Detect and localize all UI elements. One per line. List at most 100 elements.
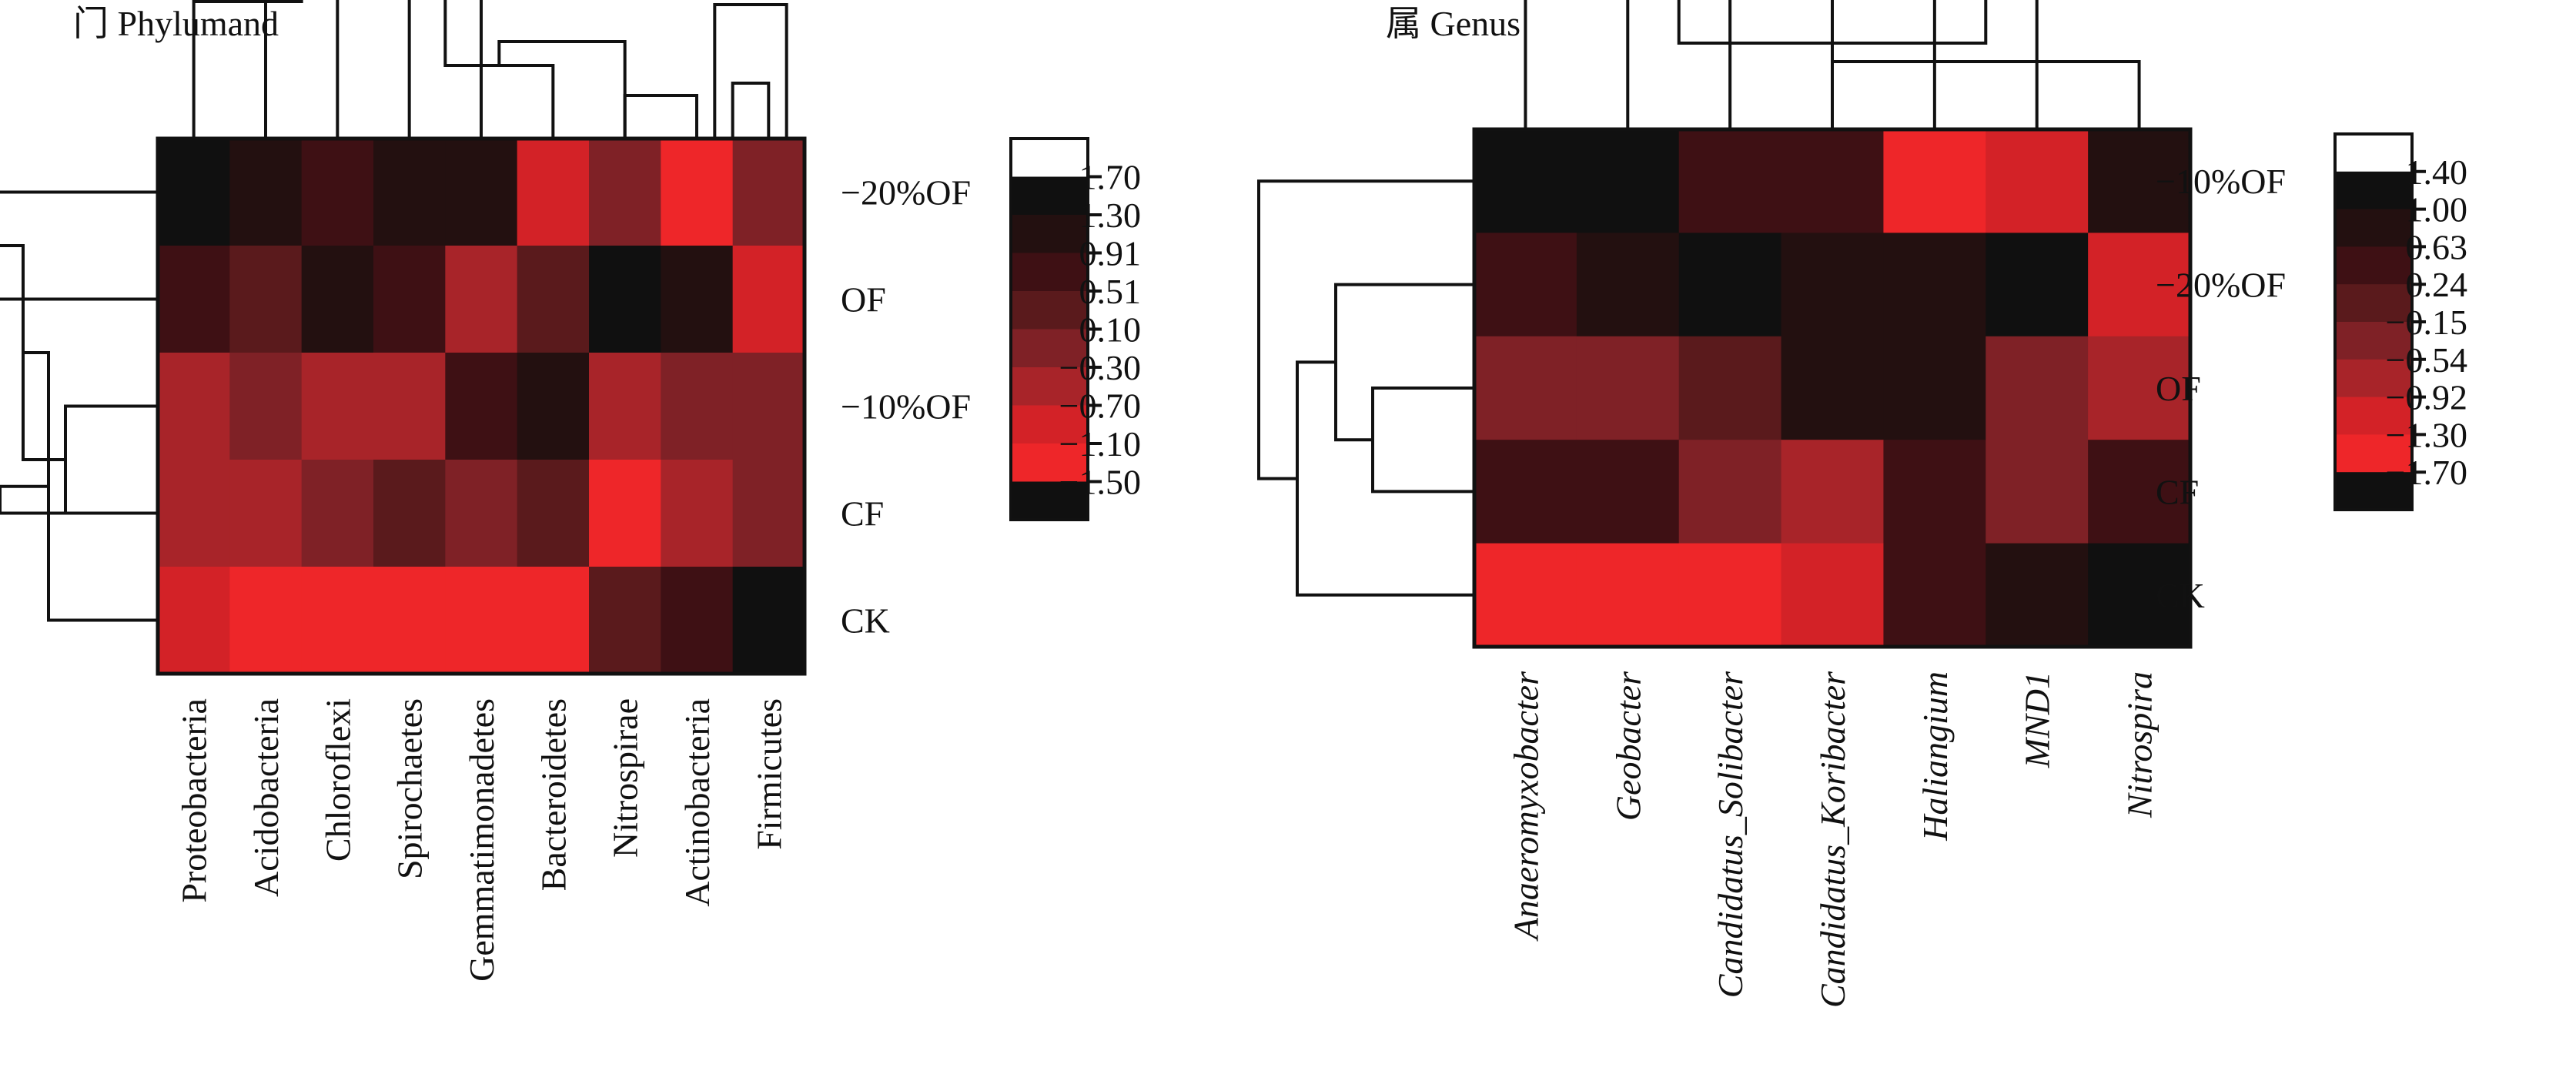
- dendrogram-link: [1932, 0, 2039, 129]
- column-label-nitrospirae: Nitrospirae: [606, 698, 645, 858]
- heatmap-cell-of-chloroflexi: [301, 246, 374, 353]
- row-dendrogram-genus: [1257, 179, 1474, 597]
- legend-swatch: [2335, 246, 2412, 285]
- heatmap-cell-cf-geobacter: [1576, 440, 1680, 544]
- column-label-bacteroidetes: Bacteroidetes: [534, 698, 573, 891]
- heatmap-cell-20-of-spirochaetes: [373, 139, 446, 246]
- legend-tick-label: 0.91: [1079, 234, 1142, 273]
- heatmap-cell-ck-chloroflexi: [301, 567, 374, 674]
- heatmap-cell-cf-firmicutes: [732, 460, 805, 567]
- heatmap-cell-10-of-bacteroidetes: [517, 353, 590, 460]
- legend-swatch: [2335, 397, 2412, 435]
- legend-tick-label: 1.00: [2406, 190, 2468, 229]
- dendrogram-link: [1831, 43, 2141, 129]
- heatmap-cell-20-of-anaeromyxobacter: [1474, 233, 1577, 337]
- legend-tick-label: −0.30: [1059, 348, 1141, 387]
- heatmap-cell-cf-candidatus-koribacter: [1781, 440, 1884, 544]
- heatmap-cell-20-of-gemmatimonadetes: [445, 139, 518, 246]
- heatmap-cell-cf-chloroflexi: [301, 460, 374, 567]
- column-label-nitrospira: Nitrospira: [2120, 671, 2159, 818]
- dendrogram-link: [1371, 387, 1474, 494]
- heatmap-cell-20-of-proteobacteria: [158, 139, 230, 246]
- column-label-gemmatimonadetes: Gemmatimonadetes: [462, 698, 501, 982]
- heatmap-cell-cf-mnd1: [1986, 440, 2089, 544]
- row-label-10-of: −10%OF: [841, 387, 971, 427]
- heatmap-cell-cf-gemmatimonadetes: [445, 460, 518, 567]
- column-label-firmicutes: Firmicutes: [749, 698, 788, 850]
- color-legend-genus: 1.401.000.630.24−0.15−0.54−0.92−1.30−1.7…: [2333, 132, 2468, 511]
- column-labels-genus: Anaeromyxobacter Geobacter Candidatus_Soli…: [1506, 671, 2159, 1008]
- heatmap-cell-cf-proteobacteria: [158, 460, 230, 567]
- legend-swatch: [2335, 359, 2412, 398]
- heatmap-cell-ck-nitrospirae: [589, 567, 661, 674]
- heatmap-cell-ck-gemmatimonadetes: [445, 567, 518, 674]
- legend-swatch: [1011, 291, 1088, 330]
- panel-title-phylum: 门 Phylumand: [73, 4, 279, 43]
- heatmap-cells-genus: [1472, 127, 2193, 649]
- heatmap-cell-10-of-candidatus-solibacter: [1678, 129, 1782, 233]
- heatmap-cell-of-firmicutes: [732, 246, 805, 353]
- column-label-haliangium: Haliangium: [1915, 671, 1955, 842]
- dendrogram-link: [443, 0, 555, 139]
- heatmap-cell-20-of-bacteroidetes: [517, 139, 590, 246]
- heatmap-cell-of-nitrospira: [2088, 336, 2191, 440]
- row-label-10-of: −10%OF: [2156, 162, 2286, 201]
- heatmap-cell-ck-haliangium: [1883, 543, 1986, 648]
- heatmap-cell-cf-actinobacteria: [661, 460, 734, 567]
- column-dendrogram-phylum: [192, 0, 788, 139]
- heatmap-cell-of-geobacter: [1576, 336, 1680, 440]
- dendrogram-link: [1524, 0, 1630, 129]
- heatmap-cell-10-of-spirochaetes: [373, 353, 446, 460]
- heatmap-cell-10-of-actinobacteria: [661, 353, 734, 460]
- heatmap-cell-of-actinobacteria: [661, 246, 734, 353]
- column-labels-phylum: Proteobacteria Acidobacteria Chloroflexi Sp…: [175, 698, 789, 982]
- heatmap-cell-10-of-geobacter: [1576, 129, 1680, 233]
- row-label-ck: CK: [2156, 576, 2205, 615]
- dendrogram-link: [1728, 0, 1834, 129]
- heatmap-cell-cf-spirochaetes: [373, 460, 446, 567]
- heatmap-cell-20-of-haliangium: [1883, 233, 1986, 337]
- heatmap-cell-20-of-actinobacteria: [661, 139, 734, 246]
- legend-swatch: [2335, 284, 2412, 323]
- heatmap-cell-ck-actinobacteria: [661, 567, 734, 674]
- column-label-anaeromyxobacter: Anaeromyxobacter: [1506, 671, 1545, 942]
- legend-swatch: [2335, 434, 2412, 473]
- heatmap-cell-20-of-nitrospirae: [589, 139, 661, 246]
- dendrogram-link: [713, 3, 788, 139]
- heatmap-cell-ck-geobacter: [1576, 543, 1680, 648]
- heatmap-cell-ck-spirochaetes: [373, 567, 446, 674]
- heatmap-cell-ck-proteobacteria: [158, 567, 230, 674]
- heatmap-cell-20-of-firmicutes: [732, 139, 805, 246]
- heatmap-cell-20-of-candidatus-koribacter: [1781, 233, 1884, 337]
- heatmap-cell-20-of-nitrospira: [2088, 233, 2191, 337]
- heatmap-cell-cf-nitrospirae: [589, 460, 661, 567]
- legend-tick-label: 0.51: [1079, 272, 1142, 311]
- legend-tick-label: 1.40: [2406, 152, 2468, 192]
- legend-swatch: [1011, 481, 1088, 520]
- legend-tick-label: −1.70: [2386, 453, 2467, 492]
- heatmap-cell-of-spirochaetes: [373, 246, 446, 353]
- legend-tick-label: −1.10: [1059, 424, 1141, 464]
- heatmap-cell-of-nitrospirae: [589, 246, 661, 353]
- heatmap-cell-of-haliangium: [1883, 336, 1986, 440]
- heatmap-cell-10-of-chloroflexi: [301, 353, 374, 460]
- dendrogram-link: [0, 190, 158, 301]
- legend-tick-label: 0.10: [1079, 310, 1142, 350]
- heatmap-cell-ck-bacteroidetes: [517, 567, 590, 674]
- column-dendrogram-genus: [1524, 0, 2141, 129]
- heatmap-cell-ck-nitrospira: [2088, 543, 2191, 648]
- legend-tick-label: 1.30: [1079, 196, 1142, 235]
- heatmap-cell-10-of-gemmatimonadetes: [445, 353, 518, 460]
- heatmap-cell-cf-candidatus-solibacter: [1678, 440, 1782, 544]
- color-legend-phylum: 1.701.300.910.510.10−0.30−0.70−1.10−1.50: [1009, 137, 1142, 521]
- heatmap-panel-genus: 属 Genus −10%OF −20%OF OF CF CK Anaeromyxobac…: [1257, 0, 2468, 1008]
- heatmap-cell-of-acidobacteria: [229, 246, 303, 353]
- heatmap-cell-10-of-nitrospira: [2088, 129, 2191, 233]
- heatmap-cell-cf-anaeromyxobacter: [1474, 440, 1577, 544]
- dendrogram-link: [497, 40, 627, 139]
- legend-swatch: [1011, 215, 1088, 253]
- heatmap-cell-of-anaeromyxobacter: [1474, 336, 1577, 440]
- column-label-mnd1: MND1: [2018, 671, 2057, 768]
- heatmap-cell-of-candidatus-koribacter: [1781, 336, 1884, 440]
- heatmap-frame: [1472, 127, 2193, 649]
